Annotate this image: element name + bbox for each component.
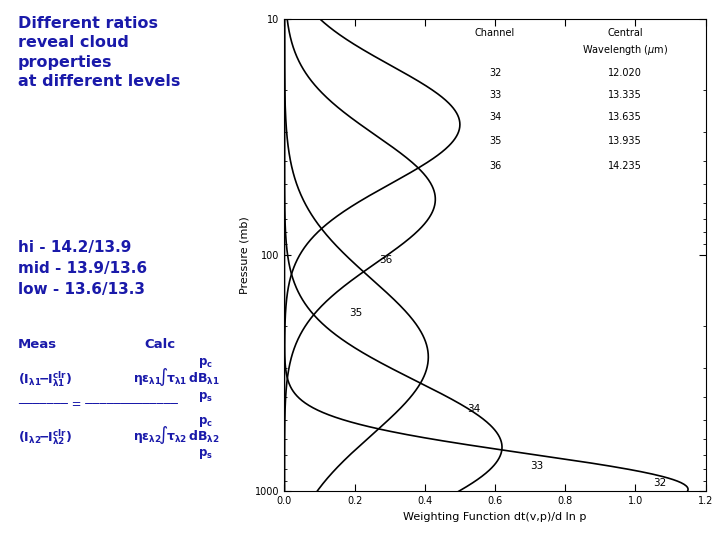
Text: 33: 33 xyxy=(489,90,501,100)
Text: 32: 32 xyxy=(653,478,666,488)
Text: $\mathbf{p_c}$: $\mathbf{p_c}$ xyxy=(198,356,212,370)
Text: $\mathbf{\eta\varepsilon_{\lambda2}\!\int\!\tau_{\lambda2}\,dB_{\lambda2}}$: $\mathbf{\eta\varepsilon_{\lambda2}\!\in… xyxy=(133,424,220,446)
Text: Channel: Channel xyxy=(475,28,515,38)
Text: 36: 36 xyxy=(489,161,501,171)
Text: 12.020: 12.020 xyxy=(608,69,642,78)
Text: ─────── = ─────────────: ─────── = ───────────── xyxy=(18,398,178,411)
Text: 34: 34 xyxy=(467,404,480,415)
Text: hi - 14.2/13.9
mid - 13.9/13.6
low - 13.6/13.3: hi - 14.2/13.9 mid - 13.9/13.6 low - 13.… xyxy=(18,240,147,298)
Text: Meas: Meas xyxy=(18,338,57,350)
Text: 14.235: 14.235 xyxy=(608,161,642,171)
Text: 13.635: 13.635 xyxy=(608,112,642,122)
Text: 35: 35 xyxy=(349,308,363,318)
Text: 32: 32 xyxy=(489,69,501,78)
Text: Wavelength ($\mu$m): Wavelength ($\mu$m) xyxy=(582,43,668,57)
Text: $\mathbf{p_s}$: $\mathbf{p_s}$ xyxy=(198,447,212,461)
Text: Different ratios
reveal cloud
properties
at different levels: Different ratios reveal cloud properties… xyxy=(18,16,181,89)
Text: 36: 36 xyxy=(379,255,392,265)
Text: 33: 33 xyxy=(530,461,544,471)
Text: 35: 35 xyxy=(489,137,501,146)
Text: $\mathbf{(I_{\lambda2}\!\!-\!\!I_{\lambda2}^{clr})}$: $\mathbf{(I_{\lambda2}\!\!-\!\!I_{\lambd… xyxy=(18,428,72,447)
Text: 13.335: 13.335 xyxy=(608,90,642,100)
Text: $\mathbf{\eta\varepsilon_{\lambda1}\!\int\!\tau_{\lambda1}\,dB_{\lambda1}}$: $\mathbf{\eta\varepsilon_{\lambda1}\!\in… xyxy=(133,366,220,388)
Text: $\mathbf{(I_{\lambda1}\!\!-\!\!I_{\lambda1}^{clr})}$: $\mathbf{(I_{\lambda1}\!\!-\!\!I_{\lambd… xyxy=(18,370,72,389)
Text: 13.935: 13.935 xyxy=(608,137,642,146)
Text: Central: Central xyxy=(607,28,643,38)
Text: Calc: Calc xyxy=(144,338,175,350)
Text: 34: 34 xyxy=(489,112,501,122)
Text: $\mathbf{p_s}$: $\mathbf{p_s}$ xyxy=(198,390,212,404)
X-axis label: Weighting Function dt(v,p)/d ln p: Weighting Function dt(v,p)/d ln p xyxy=(403,512,587,522)
Text: $\mathbf{p_c}$: $\mathbf{p_c}$ xyxy=(198,415,212,429)
Y-axis label: Pressure (mb): Pressure (mb) xyxy=(240,217,250,294)
